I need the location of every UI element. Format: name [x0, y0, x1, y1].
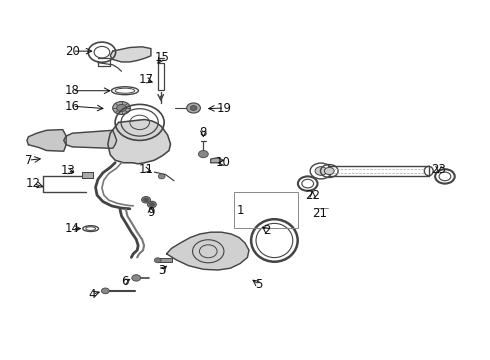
- Text: 7: 7: [24, 154, 32, 167]
- Circle shape: [324, 167, 334, 175]
- Circle shape: [315, 167, 327, 175]
- Text: 1: 1: [236, 204, 244, 217]
- Circle shape: [144, 198, 148, 202]
- Text: 12: 12: [26, 177, 41, 190]
- Polygon shape: [167, 232, 249, 270]
- Bar: [158, 63, 164, 90]
- Text: 11: 11: [139, 163, 153, 176]
- Text: 18: 18: [65, 84, 80, 97]
- Circle shape: [142, 197, 150, 203]
- Text: 17: 17: [139, 73, 153, 86]
- Text: 3: 3: [158, 264, 166, 277]
- Circle shape: [190, 105, 197, 111]
- Polygon shape: [27, 130, 66, 151]
- Polygon shape: [211, 158, 223, 163]
- Text: 14: 14: [65, 222, 80, 235]
- Text: 20: 20: [65, 45, 80, 58]
- Circle shape: [154, 258, 161, 263]
- Bar: [158, 258, 172, 262]
- Polygon shape: [110, 47, 151, 62]
- Text: 2: 2: [263, 224, 271, 237]
- Text: 13: 13: [60, 165, 75, 177]
- Text: 21: 21: [312, 207, 327, 220]
- Text: 15: 15: [154, 51, 169, 64]
- Polygon shape: [108, 120, 171, 164]
- Bar: [234, 192, 298, 228]
- Circle shape: [149, 203, 154, 206]
- Circle shape: [147, 201, 156, 208]
- Text: 6: 6: [121, 275, 129, 288]
- Circle shape: [187, 103, 200, 113]
- Circle shape: [101, 288, 109, 294]
- Text: 4: 4: [88, 288, 96, 301]
- Bar: [82, 172, 93, 178]
- Text: 16: 16: [65, 100, 80, 113]
- Polygon shape: [64, 130, 117, 148]
- Circle shape: [117, 104, 126, 112]
- Text: 23: 23: [431, 163, 446, 176]
- Circle shape: [158, 174, 165, 179]
- Text: 10: 10: [216, 156, 230, 169]
- Circle shape: [198, 150, 208, 158]
- Circle shape: [132, 275, 141, 281]
- Text: 5: 5: [255, 278, 263, 291]
- Text: 19: 19: [217, 102, 232, 114]
- Text: 8: 8: [199, 126, 207, 139]
- Text: 9: 9: [147, 206, 155, 219]
- Text: 22: 22: [305, 189, 320, 202]
- Circle shape: [113, 102, 130, 114]
